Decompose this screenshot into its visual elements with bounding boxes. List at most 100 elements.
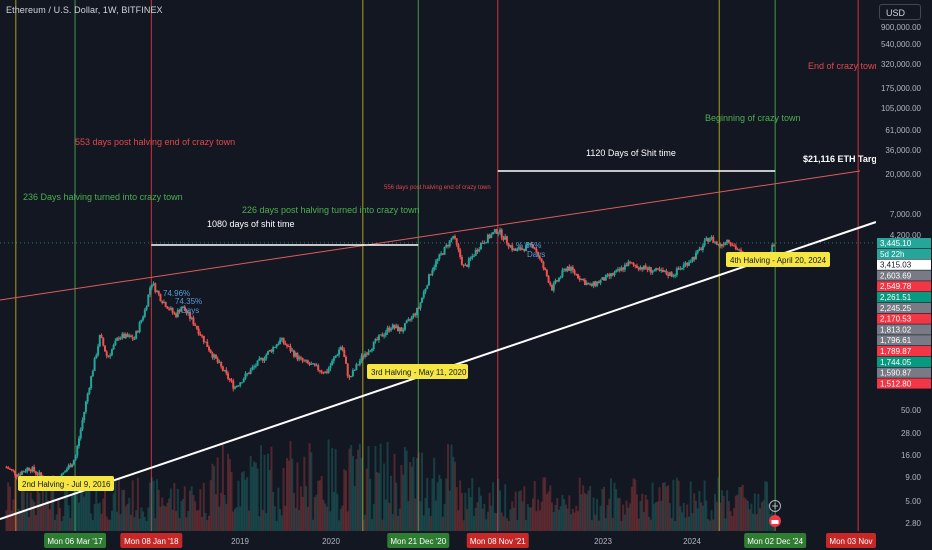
candle-body	[734, 245, 737, 249]
candle-body	[642, 265, 645, 270]
volume-bar	[7, 482, 10, 531]
candle-body	[74, 455, 77, 461]
candle-body	[416, 308, 419, 316]
volume-bar	[610, 478, 613, 531]
candle-body	[417, 308, 420, 310]
candle-body	[308, 362, 311, 365]
candle-body	[708, 238, 711, 242]
candle-body	[235, 385, 238, 388]
volume-bar	[40, 505, 43, 531]
volume-bar	[571, 508, 574, 531]
candle-body	[336, 354, 339, 356]
volume-bar	[422, 515, 425, 531]
candle-body	[199, 334, 202, 336]
volume-bar	[43, 505, 46, 531]
volume-bar	[201, 516, 204, 531]
candle-body	[651, 271, 654, 273]
candle-body	[187, 312, 190, 314]
volume-bar	[91, 520, 94, 531]
candle-body	[710, 237, 713, 239]
volume-bar	[246, 477, 249, 531]
candle-body	[627, 261, 630, 267]
candle-body	[5, 467, 8, 469]
volume-bar	[105, 516, 108, 531]
volume-bar	[100, 513, 103, 531]
volume-bar	[459, 480, 462, 531]
volume-bar	[344, 470, 347, 531]
candle-body	[419, 302, 422, 309]
candle-body	[173, 312, 176, 314]
candle-body	[578, 278, 581, 280]
volume-bar	[292, 492, 295, 531]
volume-bar	[603, 486, 606, 531]
price-tick-label: 61,000.00	[885, 126, 921, 135]
candle-body	[107, 355, 110, 357]
volume-bar	[485, 519, 488, 531]
volume-bar	[244, 479, 247, 531]
candle-body	[253, 366, 256, 368]
volume-bar	[381, 519, 384, 531]
volume-bar	[97, 503, 100, 531]
candle-body	[338, 349, 341, 355]
volume-bar	[464, 492, 467, 531]
candle-body	[162, 301, 165, 304]
candle-body	[469, 257, 472, 259]
volume-bar	[279, 508, 282, 531]
candle-body	[254, 365, 257, 367]
candle-body	[722, 244, 725, 246]
candle-body	[512, 248, 515, 250]
event-marker-icon[interactable]	[769, 515, 781, 527]
volume-bar	[750, 503, 753, 531]
time-tick-label: 2024	[683, 537, 701, 546]
volume-bar	[298, 509, 301, 531]
price-tick-label: 28.00	[901, 429, 922, 438]
candle-body	[206, 341, 209, 347]
candle-body	[660, 270, 663, 272]
candle-body	[448, 240, 451, 247]
candle-body	[563, 269, 566, 271]
price-badge-box	[877, 378, 931, 389]
candle-body	[594, 281, 597, 286]
candle-body	[294, 352, 297, 357]
candle-body	[422, 291, 425, 298]
candle-body	[523, 248, 526, 251]
volume-bar	[133, 517, 136, 531]
candle-body	[213, 354, 216, 358]
price-tick-label: 20,000.00	[885, 170, 921, 179]
price-badge-box	[877, 335, 931, 346]
volume-bar	[630, 486, 633, 531]
candle-body	[286, 344, 289, 347]
price-badge-box	[877, 270, 931, 281]
annotation-pct-2: 74.35%	[175, 297, 202, 306]
volume-bar	[57, 499, 60, 531]
volume-bar	[291, 458, 294, 531]
volume-bar	[712, 519, 715, 531]
candle-body	[412, 313, 415, 317]
candle-body	[379, 334, 382, 336]
volume-bar	[460, 492, 463, 531]
time-badge-box	[744, 533, 807, 548]
candle-body	[95, 355, 98, 359]
volume-bar	[55, 514, 58, 531]
volume-bar	[473, 516, 476, 531]
candle-body	[696, 249, 699, 253]
candle-body	[40, 472, 43, 476]
candle-body	[441, 253, 444, 255]
volume-bar	[512, 507, 515, 531]
volume-bar	[275, 520, 278, 531]
volume-bar	[305, 486, 308, 531]
volume-bar	[641, 493, 644, 531]
volume-bar	[60, 520, 63, 531]
candle-body	[557, 277, 560, 282]
candle-body	[727, 239, 730, 243]
volume-bar	[98, 502, 101, 531]
time-badge-label: Mon 06 Mar '17	[47, 537, 103, 546]
candle-body	[277, 343, 280, 345]
add-alert-icon[interactable]	[769, 500, 781, 512]
volume-bar	[436, 482, 439, 531]
volume-bar	[140, 507, 143, 531]
candle-body	[402, 329, 405, 332]
candle-body	[313, 363, 316, 366]
currency-selector-button[interactable]: USD	[879, 4, 921, 20]
